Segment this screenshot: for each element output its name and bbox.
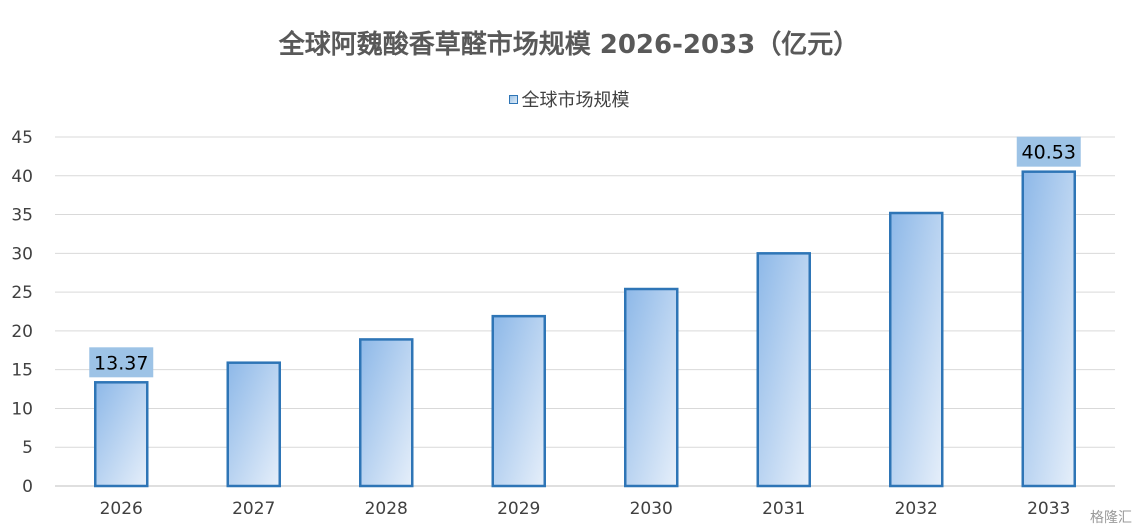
bar: [889, 211, 944, 488]
bar: [359, 338, 414, 488]
y-tick-label: 35: [11, 206, 33, 226]
x-tick-label: 2032: [895, 499, 938, 519]
legend-label: 全球市场规模: [521, 90, 630, 111]
bar: [226, 361, 281, 488]
legend-swatch: [508, 94, 518, 104]
y-tick-label: 25: [11, 283, 33, 303]
y-tick-label: 5: [22, 438, 33, 458]
x-tick-label: 2033: [1027, 499, 1070, 519]
data-label-box: [1016, 136, 1081, 167]
y-tick-label: 45: [11, 128, 33, 148]
y-tick-label: 30: [11, 244, 33, 264]
y-tick-label: 15: [11, 361, 33, 381]
x-tick-label: 2029: [497, 499, 540, 519]
bar: [624, 287, 679, 488]
x-tick-label: 2026: [100, 499, 143, 519]
bar: [1021, 170, 1076, 488]
x-tick-label: 2030: [630, 499, 673, 519]
legend: 全球市场规模: [0, 86, 1138, 112]
x-tick-label: 2031: [762, 499, 805, 519]
data-label: 40.53: [1022, 142, 1076, 164]
watermark: 格隆汇: [1090, 510, 1132, 526]
y-tick-label: 10: [11, 399, 33, 419]
bar: [94, 381, 149, 488]
bar: [491, 314, 546, 488]
chart-title: 全球阿魏酸香草醛市场规模 2026-2033（亿元）: [278, 30, 860, 60]
bar: [756, 252, 811, 488]
data-label-box: [89, 347, 154, 378]
x-tick-label: 2028: [365, 499, 408, 519]
data-label: 13.37: [94, 352, 148, 374]
y-tick-label: 0: [22, 477, 33, 497]
y-tick-label: 20: [11, 322, 33, 342]
y-tick-label: 40: [11, 167, 33, 187]
x-tick-label: 2027: [232, 499, 275, 519]
